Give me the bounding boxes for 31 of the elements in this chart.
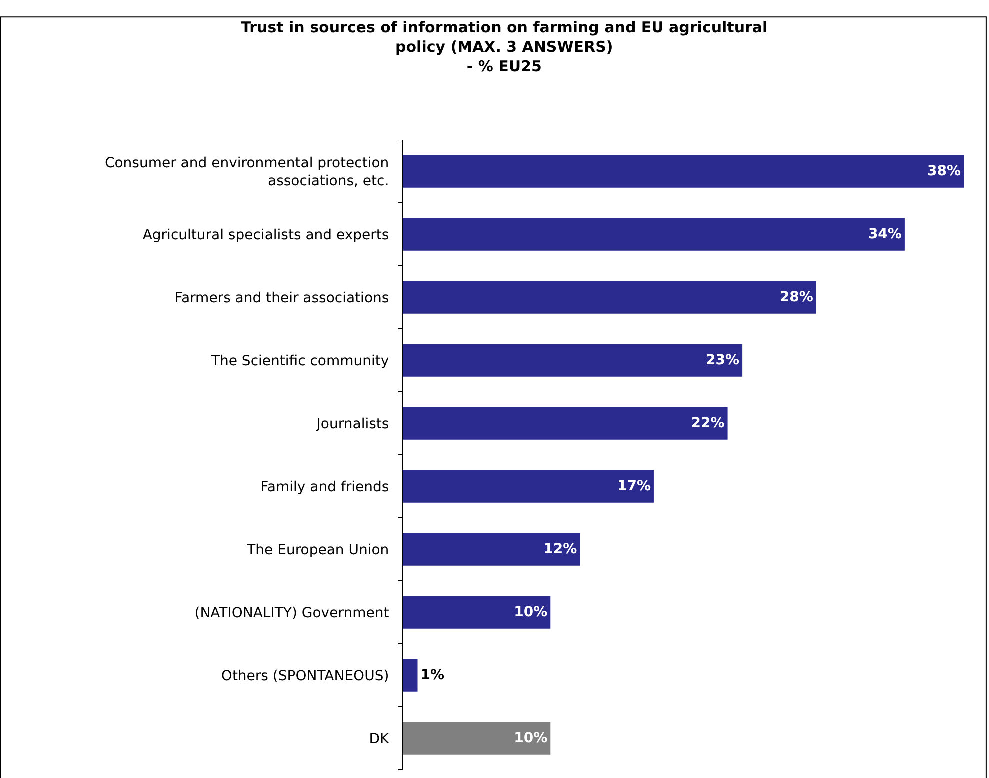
- bar: [403, 470, 654, 503]
- y-tick-label: (NATIONALITY) Government: [194, 605, 390, 622]
- data-label: 34%: [868, 226, 902, 242]
- data-label: 12%: [544, 542, 578, 558]
- data-label: 38%: [927, 164, 961, 180]
- data-label: 23%: [706, 352, 740, 368]
- data-label: 22%: [691, 416, 725, 432]
- y-tick-label: Others (SPONTANEOUS): [221, 668, 390, 684]
- y-tick-label: The European Union: [246, 542, 390, 558]
- y-tick-label: Family and friends: [260, 479, 390, 496]
- y-tick-label: The Scientific community: [210, 353, 390, 370]
- y-tick-label: DK: [369, 731, 390, 748]
- bar: [403, 344, 743, 377]
- chart-title: Trust in sources of information on farming and EU agricultural policy (MAX. 3 ANSWERS) - % EU25: [241, 18, 768, 76]
- bar: [403, 533, 580, 566]
- data-label: 28%: [780, 290, 814, 306]
- bar: [403, 722, 551, 755]
- bar: [403, 659, 418, 692]
- y-tick-label: Consumer and environmental protection associations, etc.: [104, 155, 390, 190]
- data-label: 17%: [617, 478, 651, 494]
- y-tick-label: Farmers and their associations: [174, 290, 390, 306]
- y-tick-label: Journalists: [316, 416, 390, 432]
- y-tick-label: Agricultural specialists and experts: [142, 227, 390, 244]
- bar: [403, 218, 905, 251]
- bar: [403, 596, 551, 629]
- bar: [403, 155, 964, 188]
- bar: [403, 281, 816, 314]
- data-label: 10%: [514, 604, 548, 620]
- bar: [403, 407, 728, 440]
- data-label: 10%: [514, 730, 548, 746]
- data-label: 1%: [420, 668, 445, 684]
